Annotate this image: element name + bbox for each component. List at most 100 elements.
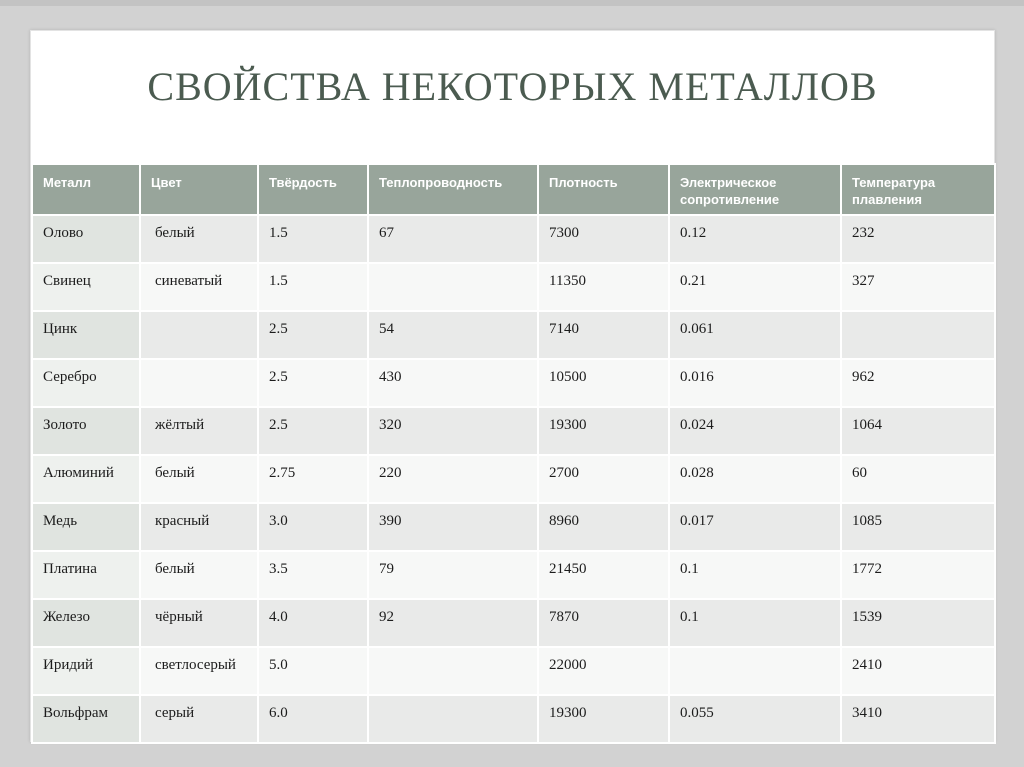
table-cell bbox=[139, 358, 259, 408]
table-cell: 0.028 bbox=[668, 454, 842, 504]
table-cell: 2.5 bbox=[257, 358, 369, 408]
table-cell: светлосерый bbox=[139, 646, 259, 696]
table-cell: 232 bbox=[840, 214, 996, 264]
table-cell: 0.1 bbox=[668, 550, 842, 600]
table-cell: 8960 bbox=[537, 502, 670, 552]
table-cell: Свинец bbox=[31, 262, 141, 312]
table-cell: 11350 bbox=[537, 262, 670, 312]
table-cell: белый bbox=[139, 550, 259, 600]
table-cell bbox=[367, 694, 539, 744]
table-cell: 60 bbox=[840, 454, 996, 504]
table-cell: 0.055 bbox=[668, 694, 842, 744]
column-header: Твёрдость bbox=[257, 163, 369, 216]
column-header: Электрическое сопротивление bbox=[668, 163, 842, 216]
table-cell: 2.5 bbox=[257, 310, 369, 360]
table-cell: 0.12 bbox=[668, 214, 842, 264]
table-cell: 390 bbox=[367, 502, 539, 552]
table-cell: 1064 bbox=[840, 406, 996, 456]
table-cell: Золото bbox=[31, 406, 141, 456]
table-cell: 220 bbox=[367, 454, 539, 504]
table-cell: 3.0 bbox=[257, 502, 369, 552]
table-row: Олово белый 1.5 67 7300 0.12 232 bbox=[31, 214, 996, 264]
table-cell: 962 bbox=[840, 358, 996, 408]
table-cell: 6.0 bbox=[257, 694, 369, 744]
table-cell: 7300 bbox=[537, 214, 670, 264]
table-cell: 7140 bbox=[537, 310, 670, 360]
slide-title: Свойства некоторых металлов bbox=[147, 64, 878, 109]
table-cell: 2.75 bbox=[257, 454, 369, 504]
table-cell: 0.024 bbox=[668, 406, 842, 456]
table-cell: Медь bbox=[31, 502, 141, 552]
slide: Свойства некоторых металлов Металл Цвет Тв… bbox=[30, 30, 996, 744]
table-cell: 1.5 bbox=[257, 262, 369, 312]
table-head: Металл Цвет Твёрдость Теплопроводность Плотн… bbox=[31, 163, 996, 216]
table-row: Золото жёлтый 2.5 320 19300 0.024 1064 bbox=[31, 406, 996, 456]
table-cell bbox=[367, 646, 539, 696]
table-cell: 1539 bbox=[840, 598, 996, 648]
table-cell: 1772 bbox=[840, 550, 996, 600]
table-head-row: Металл Цвет Твёрдость Теплопроводность Плотн… bbox=[31, 163, 996, 216]
table-cell: 4.0 bbox=[257, 598, 369, 648]
table-cell: синеватый bbox=[139, 262, 259, 312]
table-row: Железо чёрный 4.0 92 7870 0.1 1539 bbox=[31, 598, 996, 648]
table-cell: 19300 bbox=[537, 406, 670, 456]
table-cell: 10500 bbox=[537, 358, 670, 408]
table-cell: 67 bbox=[367, 214, 539, 264]
table-row: Серебро 2.5 430 10500 0.016 962 bbox=[31, 358, 996, 408]
table-cell: Серебро bbox=[31, 358, 141, 408]
table-cell: 0.061 bbox=[668, 310, 842, 360]
table-cell: Вольфрам bbox=[31, 694, 141, 744]
column-header: Цвет bbox=[139, 163, 259, 216]
table-cell bbox=[139, 310, 259, 360]
table-cell: 5.0 bbox=[257, 646, 369, 696]
table-cell: 3410 bbox=[840, 694, 996, 744]
table-cell: Цинк bbox=[31, 310, 141, 360]
page-edge bbox=[0, 0, 1024, 6]
table-row: Иридий светлосерый 5.0 22000 2410 bbox=[31, 646, 996, 696]
table-row: Платина белый 3.5 79 21450 0.1 1772 bbox=[31, 550, 996, 600]
table-cell: 0.21 bbox=[668, 262, 842, 312]
table-cell: чёрный bbox=[139, 598, 259, 648]
table-row: Свинец синеватый 1.5 11350 0.21 327 bbox=[31, 262, 996, 312]
column-header: Теплопроводность bbox=[367, 163, 539, 216]
table-cell: белый bbox=[139, 214, 259, 264]
table-cell: 92 bbox=[367, 598, 539, 648]
table-cell: белый bbox=[139, 454, 259, 504]
table-cell: Олово bbox=[31, 214, 141, 264]
table-cell bbox=[367, 262, 539, 312]
table-cell: 2410 bbox=[840, 646, 996, 696]
table-row: Алюминий белый 2.75 220 2700 0.028 60 bbox=[31, 454, 996, 504]
table-cell: 430 bbox=[367, 358, 539, 408]
table-cell: жёлтый bbox=[139, 406, 259, 456]
table-cell: 1085 bbox=[840, 502, 996, 552]
table-cell: 19300 bbox=[537, 694, 670, 744]
table-cell: серый bbox=[139, 694, 259, 744]
table-cell: 0.016 bbox=[668, 358, 842, 408]
table-cell: Железо bbox=[31, 598, 141, 648]
table-row: Цинк 2.5 54 7140 0.061 bbox=[31, 310, 996, 360]
table-cell bbox=[840, 310, 996, 360]
table-cell: 1.5 bbox=[257, 214, 369, 264]
table-body: Олово белый 1.5 67 7300 0.12 232 Свинец синеваты… bbox=[31, 214, 996, 744]
table-row: Вольфрам серый 6.0 19300 0.055 3410 bbox=[31, 694, 996, 744]
metals-table: Металл Цвет Твёрдость Теплопроводность Плотн… bbox=[31, 163, 996, 744]
table-cell: Иридий bbox=[31, 646, 141, 696]
column-header: Температура плавления bbox=[840, 163, 996, 216]
table-cell bbox=[668, 646, 842, 696]
table-cell: Платина bbox=[31, 550, 141, 600]
table-cell: 79 bbox=[367, 550, 539, 600]
table-cell: 2.5 bbox=[257, 406, 369, 456]
table-row: Медь красный 3.0 390 8960 0.017 1085 bbox=[31, 502, 996, 552]
column-header: Металл bbox=[31, 163, 141, 216]
table-cell: 0.017 bbox=[668, 502, 842, 552]
table-cell: 3.5 bbox=[257, 550, 369, 600]
table-cell: 7870 bbox=[537, 598, 670, 648]
table-cell: красный bbox=[139, 502, 259, 552]
table-cell: 22000 bbox=[537, 646, 670, 696]
table-cell: 327 bbox=[840, 262, 996, 312]
table-cell: 21450 bbox=[537, 550, 670, 600]
table-cell: 0.1 bbox=[668, 598, 842, 648]
table-cell: Алюминий bbox=[31, 454, 141, 504]
table-cell: 2700 bbox=[537, 454, 670, 504]
